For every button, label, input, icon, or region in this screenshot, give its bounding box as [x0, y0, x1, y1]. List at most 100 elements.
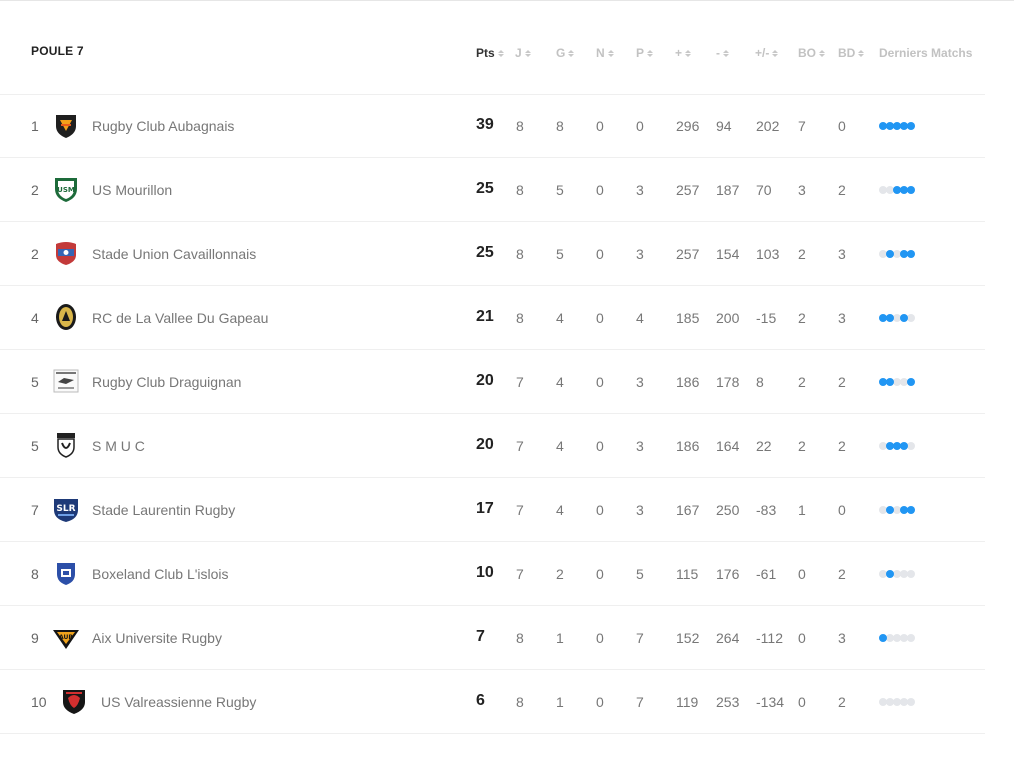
recent-form	[879, 506, 915, 514]
column-header-label: P	[636, 46, 645, 60]
bd-cell: 2	[838, 182, 846, 198]
j-cell: 7	[516, 566, 524, 582]
team-name-link[interactable]: Aix Universite Rugby	[92, 630, 222, 646]
team-name-link[interactable]: Stade Laurentin Rugby	[92, 502, 236, 518]
cavaillon-logo	[52, 239, 80, 267]
team-name-link[interactable]: Rugby Club Draguignan	[92, 374, 242, 390]
win-dot	[879, 378, 887, 386]
team-name-link[interactable]: Stade Union Cavaillonnais	[92, 246, 257, 262]
win-dot	[879, 634, 887, 642]
sort-icon	[497, 49, 504, 58]
bo-cell: 7	[798, 118, 806, 134]
g-cell: 1	[556, 630, 564, 646]
diff-cell: 22	[756, 438, 772, 454]
gapeau-logo	[52, 303, 80, 331]
table-row[interactable]: 5 Rugby Club Draguignan 20 7 4 0 3 186 178 8 2 2	[0, 350, 985, 414]
team-name-link[interactable]: RC de La Vallee Du Gapeau	[92, 310, 269, 326]
bo-cell: 1	[798, 502, 806, 518]
bo-cell: 2	[798, 246, 806, 262]
win-dot	[900, 122, 908, 130]
sort-icon	[858, 49, 865, 58]
column-header-bo[interactable]: BO	[798, 46, 825, 60]
sort-icon	[607, 49, 614, 58]
recent-form	[879, 250, 915, 258]
team-name-link[interactable]: Boxeland Club L'islois	[92, 566, 229, 582]
n-cell: 0	[596, 630, 604, 646]
table-row[interactable]: 9 AUR Aix Universite Rugby 7 8 1 0 7 152 264 -11…	[0, 606, 985, 670]
column-header-g[interactable]: G	[556, 46, 575, 60]
pts-cell: 17	[476, 500, 494, 517]
p-cell: 7	[636, 630, 644, 646]
plus-cell: 167	[676, 502, 700, 518]
bd-cell: 2	[838, 374, 846, 390]
team-name-link[interactable]: US Mourillon	[92, 182, 173, 198]
bd-cell: 3	[838, 310, 846, 326]
bo-cell: 0	[798, 566, 806, 582]
table-row[interactable]: 7 SLR Stade Laurentin Rugby 17 7 4 0 3 167 250-…	[0, 478, 985, 542]
win-dot	[907, 122, 915, 130]
column-header-plus[interactable]: +	[675, 46, 692, 60]
win-dot	[886, 506, 894, 514]
column-header-n[interactable]: N	[596, 46, 614, 60]
column-header-diff[interactable]: +/-	[755, 46, 779, 60]
n-cell: 0	[596, 566, 604, 582]
win-dot	[900, 186, 908, 194]
column-header-label: G	[556, 46, 566, 60]
bo-cell: 2	[798, 374, 806, 390]
team-name-link[interactable]: US Valreassienne Rugby	[101, 694, 257, 710]
minus-cell: 250	[716, 502, 740, 518]
column-header-form[interactable]: Derniers Matchs	[879, 46, 972, 60]
rank-cell: 4	[31, 310, 39, 326]
table-row[interactable]: 5 S M U C 20 7 4 0 3 186 164 22 2 2	[0, 414, 985, 478]
table-row[interactable]: 1 Rugby Club Aubagnais 39 8 8 0 0 296 94 202 7 0	[0, 94, 985, 158]
table-row[interactable]: 4 RC de La Vallee Du Gapeau 21 8 4 0 4 185 200-…	[0, 286, 985, 350]
loss-dot	[886, 634, 894, 642]
pts-cell: 21	[476, 308, 494, 325]
bo-cell: 2	[798, 438, 806, 454]
column-header-p[interactable]: P	[636, 46, 654, 60]
rank-cell: 8	[31, 566, 39, 582]
p-cell: 4	[636, 310, 644, 326]
win-dot	[886, 122, 894, 130]
table-row[interactable]: 8 Boxeland Club L'islois 10 7 2 0 5 115 176 -61 0…	[0, 542, 985, 606]
pts-cell: 7	[476, 628, 485, 645]
minus-cell: 178	[716, 374, 740, 390]
usm-logo: USM	[52, 175, 80, 203]
rank-cell: 9	[31, 630, 39, 646]
minus-cell: 176	[716, 566, 740, 582]
diff-cell: -83	[756, 502, 777, 518]
recent-form	[879, 314, 915, 322]
column-header-minus[interactable]: -	[716, 46, 729, 60]
rank-cell: 7	[31, 502, 39, 518]
table-row[interactable]: 2 Stade Union Cavaillonnais 25 8 5 0 3 257 154 1…	[0, 222, 985, 286]
recent-form	[879, 122, 915, 130]
column-header-j[interactable]: J	[515, 46, 531, 60]
loss-dot	[900, 378, 908, 386]
table-row[interactable]: 10 US Valreassienne Rugby 6 8 1 0 7 119 253 -134…	[0, 670, 985, 734]
loss-dot	[879, 250, 887, 258]
j-cell: 7	[516, 438, 524, 454]
column-header-label: J	[515, 46, 522, 60]
p-cell: 3	[636, 374, 644, 390]
win-dot	[900, 250, 908, 258]
loss-dot	[907, 314, 915, 322]
win-dot	[886, 378, 894, 386]
win-dot	[900, 442, 908, 450]
loss-dot	[879, 570, 887, 578]
loss-dot	[879, 698, 887, 706]
win-dot	[900, 506, 908, 514]
smuc-logo	[52, 431, 80, 459]
team-name-link[interactable]: Rugby Club Aubagnais	[92, 118, 235, 134]
j-cell: 7	[516, 502, 524, 518]
diff-cell: -15	[756, 310, 777, 326]
boxeland-logo	[52, 559, 80, 587]
column-header-bd[interactable]: BD	[838, 46, 865, 60]
column-header-label: +/-	[755, 46, 770, 60]
team-name-link[interactable]: S M U C	[92, 438, 145, 454]
column-header-pts[interactable]: Pts	[476, 46, 504, 60]
rank-cell: 5	[31, 438, 39, 454]
minus-cell: 164	[716, 438, 740, 454]
win-dot	[893, 442, 901, 450]
win-dot	[886, 314, 894, 322]
table-row[interactable]: 2 USM US Mourillon 25 8 5 0 3 257 187 70 3 2	[0, 158, 985, 222]
